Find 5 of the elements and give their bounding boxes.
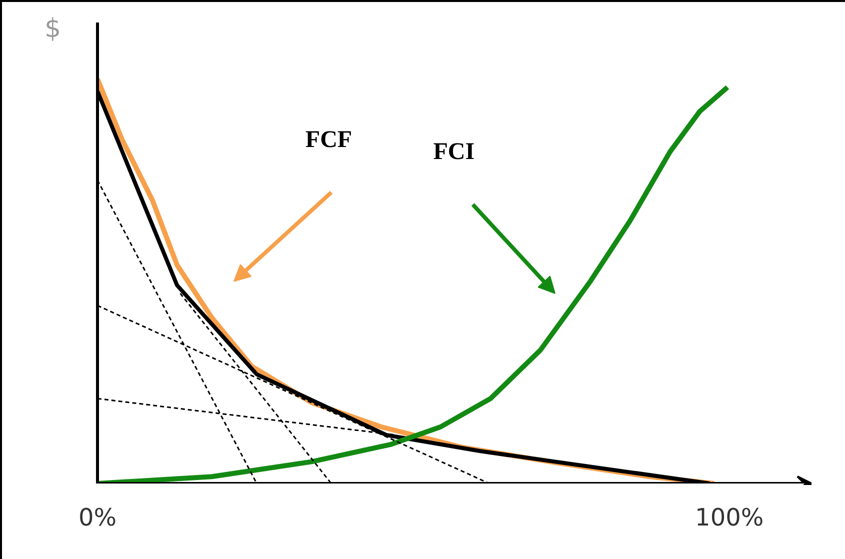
annotation: FCI <box>433 138 475 165</box>
y-axis-title: $ <box>44 13 61 46</box>
annotation: FCF <box>305 126 352 153</box>
x-tick-label: 0% <box>78 504 117 532</box>
x-tick-label: 100% <box>695 504 764 532</box>
